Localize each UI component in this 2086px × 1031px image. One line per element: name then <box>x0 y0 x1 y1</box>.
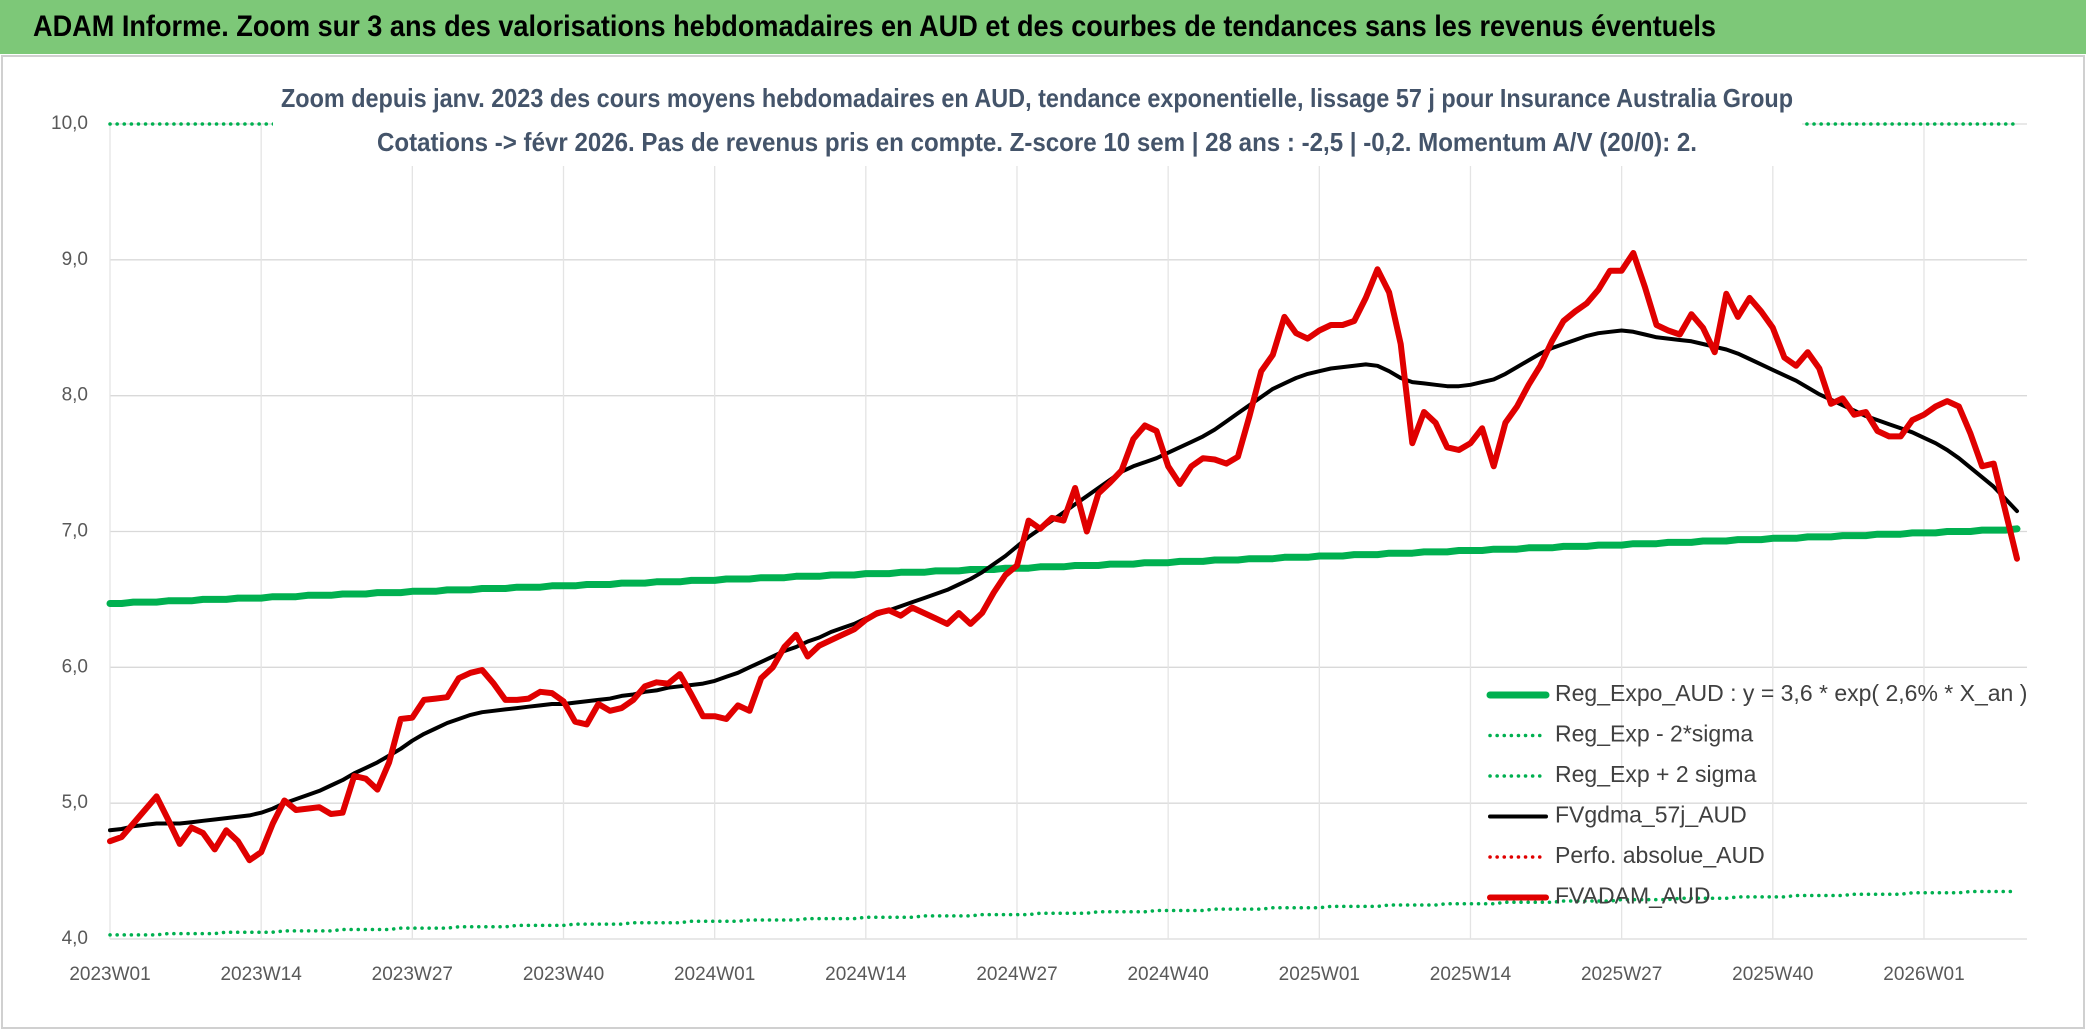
chart-title: Zoom depuis janv. 2023 des cours moyens … <box>281 83 1793 113</box>
y-tick-label: 4,0 <box>62 928 88 949</box>
y-tick-label: 9,0 <box>62 249 88 270</box>
y-tick-label: 5,0 <box>62 792 88 813</box>
legend-label: FVADAM_AUD <box>1555 883 1711 909</box>
grid: 4,0 5,0 6,0 7,0 8,0 9,0 10,0 2023W01 2023W14 2023… <box>51 113 2027 985</box>
x-tick-label: 2024W01 <box>674 964 755 985</box>
x-tick-label: 2025W14 <box>1430 964 1512 985</box>
banner <box>0 0 2086 54</box>
legend-label: FVgdma_57j_AUD <box>1555 802 1747 828</box>
x-tick-label: 2025W27 <box>1581 964 1662 985</box>
x-tick-label: 2023W27 <box>372 964 453 985</box>
legend-label: Reg_Expo_AUD : y = 3,6 * exp( 2,6% * X_a… <box>1555 680 2027 706</box>
x-tick-label: 2024W27 <box>976 964 1057 985</box>
x-tick-label: 2023W14 <box>220 964 302 985</box>
chart-subtitle: Cotations -> févr 2026. Pas de revenus p… <box>377 127 1697 157</box>
x-tick-label: 2024W40 <box>1127 964 1208 985</box>
chart-frame <box>1 55 2085 1029</box>
x-tick-label: 2023W40 <box>523 964 604 985</box>
x-tick-label: 2025W01 <box>1279 964 1360 985</box>
y-tick-label: 10,0 <box>51 113 88 134</box>
series-line <box>107 250 2020 864</box>
title-box <box>273 80 1802 166</box>
y-tick-label: 8,0 <box>62 385 88 406</box>
series-line <box>108 889 2019 937</box>
series-line <box>106 525 2021 607</box>
legend: Reg_Expo_AUD : y = 3,6 * exp( 2,6% * X_a… <box>1486 680 2027 909</box>
y-tick-label: 6,0 <box>62 656 88 677</box>
x-tick-label: 2024W14 <box>825 964 907 985</box>
x-tick-label: 2023W01 <box>69 964 150 985</box>
legend-label: Reg_Exp - 2*sigma <box>1555 721 1753 747</box>
banner-title: ADAM Informe. Zoom sur 3 ans des valoris… <box>33 10 1716 43</box>
x-tick-label: 2026W01 <box>1883 964 1964 985</box>
legend-label: Perfo. absolue_AUD <box>1555 842 1765 868</box>
y-tick-label: 7,0 <box>62 521 88 542</box>
legend-label: Reg_Exp + 2 sigma <box>1555 761 1757 787</box>
x-tick-label: 2025W40 <box>1732 964 1813 985</box>
